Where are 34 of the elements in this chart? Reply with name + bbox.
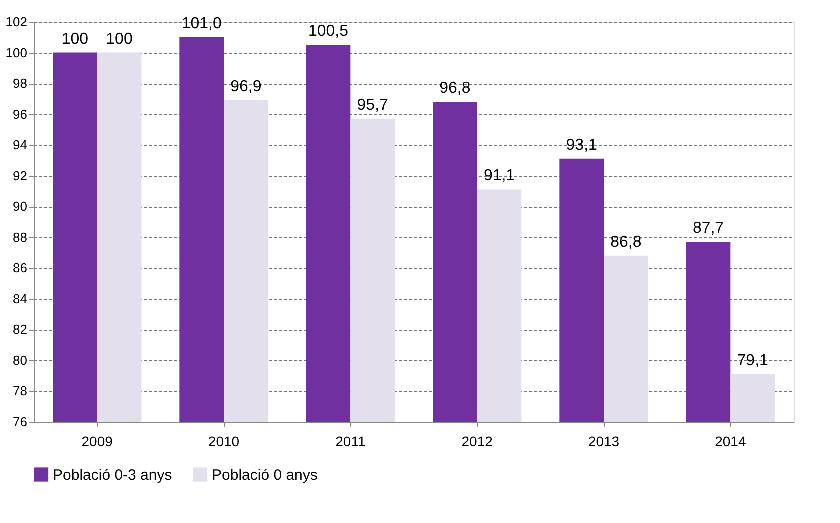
data-label: 100 [106, 30, 133, 48]
data-label: 93,1 [566, 136, 598, 154]
x-tick-label: 2010 [208, 434, 240, 450]
y-tick-label: 96 [13, 106, 28, 122]
data-label: 91,1 [484, 168, 516, 185]
data-label: 96,9 [230, 78, 262, 96]
y-tick-label: 84 [13, 291, 28, 306]
data-label: 96,8 [440, 80, 471, 97]
y-tick-label: 78 [13, 384, 28, 399]
y-tick-label: 90 [13, 199, 28, 214]
data-label: 79,1 [737, 352, 769, 370]
data-label: 100,5 [308, 23, 349, 40]
x-tick-label: 2009 [82, 434, 114, 450]
y-tick-label: 80 [13, 352, 28, 368]
y-tick-label: 100 [6, 45, 28, 60]
legend-label: Població 0-3 anys [53, 466, 172, 484]
x-tick-label: 2013 [588, 434, 620, 450]
data-label: 101,0 [182, 15, 222, 32]
y-tick-label: 94 [13, 138, 28, 153]
y-tick-label: 92 [13, 168, 28, 184]
y-tick-label: 88 [13, 230, 28, 245]
data-label: 95,7 [357, 96, 389, 114]
y-tick-label: 102 [6, 14, 28, 30]
data-label: 86,8 [610, 234, 642, 251]
data-label: 87,7 [692, 220, 724, 237]
legend-label: Població 0 anys [212, 466, 318, 484]
y-tick-label: 82 [13, 322, 28, 338]
x-tick-label: 2014 [715, 434, 746, 450]
x-tick-label: 2012 [462, 434, 494, 450]
data-label: 100 [62, 30, 89, 48]
y-tick-label: 98 [13, 76, 28, 92]
y-tick-label: 86 [13, 260, 28, 276]
y-tick-label: 76 [13, 414, 28, 430]
x-tick-label: 2011 [336, 434, 366, 450]
